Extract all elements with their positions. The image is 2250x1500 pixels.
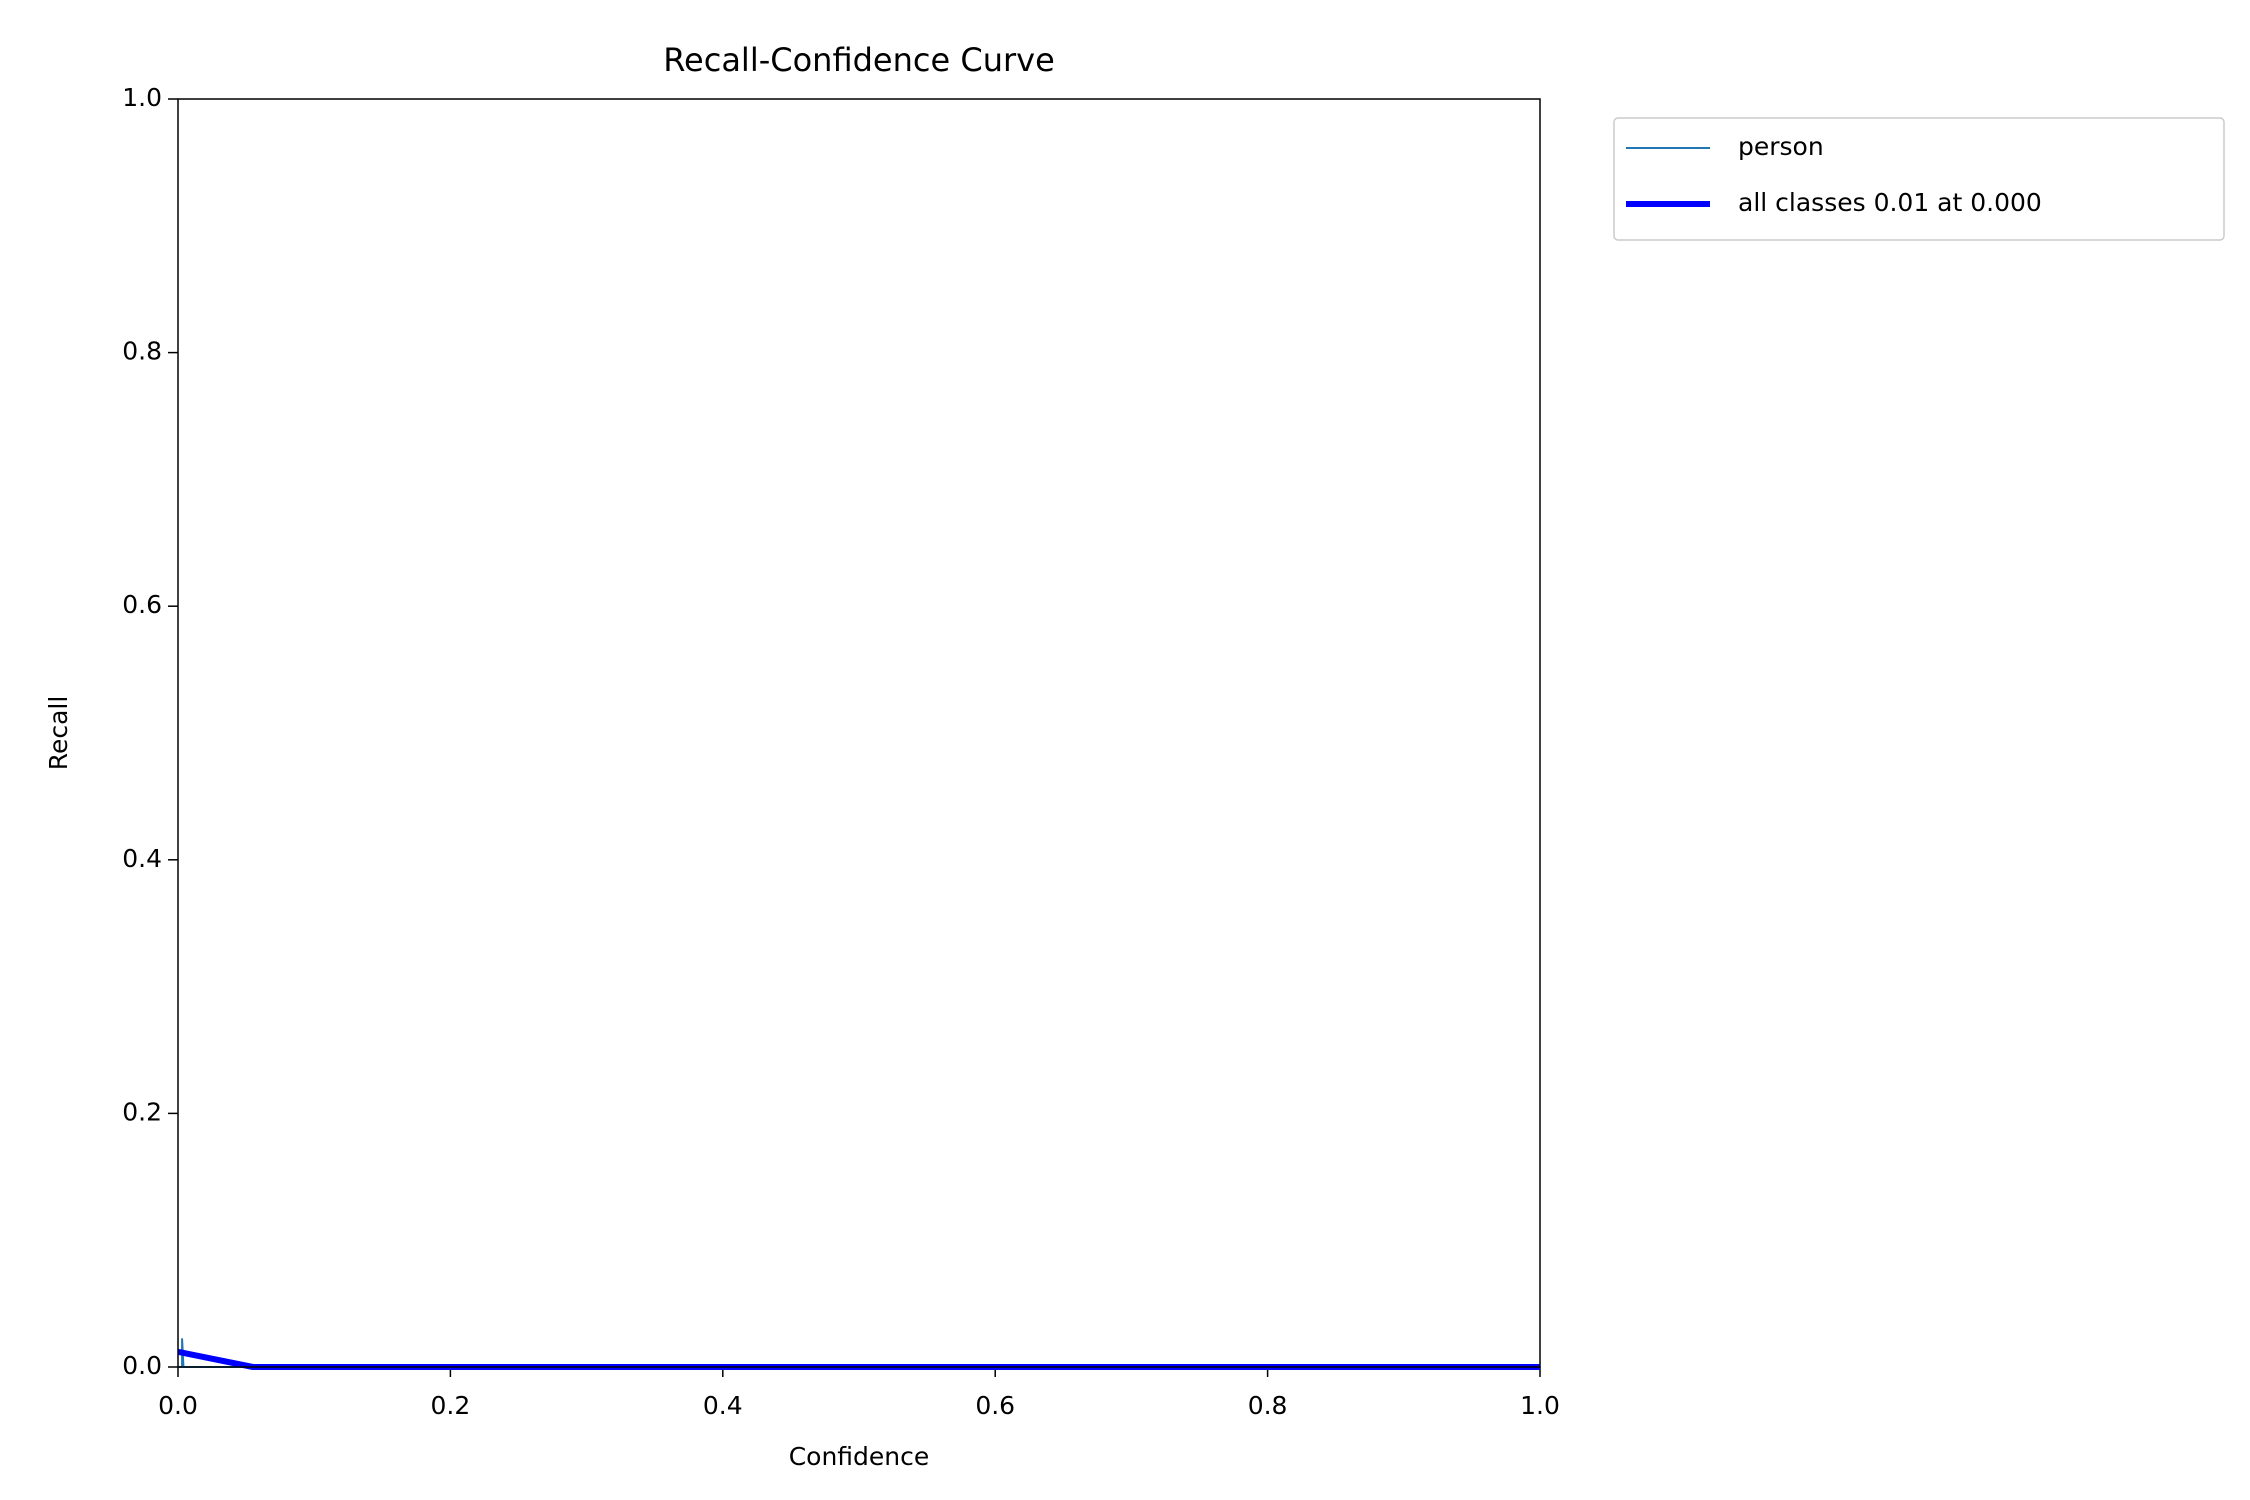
y-tick-label: 0.8 [122, 337, 162, 366]
x-tick-label: 0.2 [431, 1391, 471, 1420]
y-tick-label: 1.0 [122, 83, 162, 112]
x-tick-label: 0.4 [703, 1391, 743, 1420]
plot-frame [177, 98, 1541, 1368]
legend-label: all classes 0.01 at 0.000 [1738, 188, 2042, 217]
x-axis-label: Confidence [789, 1442, 930, 1471]
y-tick-label: 0.6 [122, 590, 162, 619]
line-series [178, 1338, 1540, 1368]
y-tick-label: 0.0 [122, 1351, 162, 1380]
line-series [177, 1348, 1540, 1370]
legend-box [1613, 117, 2225, 241]
y-axis-label: Recall [44, 696, 73, 771]
chart-title: Recall-Confidence Curve [663, 41, 1055, 79]
x-tick-label: 1.0 [1520, 1391, 1560, 1420]
legend-label: person [1738, 132, 1824, 161]
x-tick-label: 0.6 [975, 1391, 1015, 1420]
y-tick-label: 0.2 [122, 1097, 162, 1126]
x-tick-label: 0.8 [1248, 1391, 1288, 1420]
x-tick-label: 0.0 [158, 1391, 198, 1420]
y-tick-label: 0.4 [122, 844, 162, 873]
